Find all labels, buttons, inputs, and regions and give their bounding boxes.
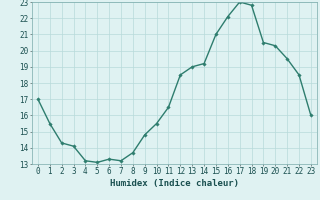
X-axis label: Humidex (Indice chaleur): Humidex (Indice chaleur) bbox=[110, 179, 239, 188]
